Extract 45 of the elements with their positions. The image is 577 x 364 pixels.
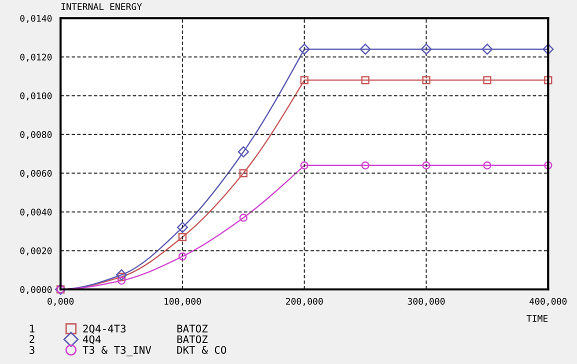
point	[178, 252, 187, 261]
point	[544, 76, 552, 84]
y-tick-label: 0,0040	[20, 208, 52, 217]
point	[361, 161, 370, 170]
point	[239, 169, 248, 178]
point	[483, 161, 492, 170]
point	[422, 161, 430, 170]
legend-label: 4Q4 BATOZ	[82, 335, 208, 344]
x-tick-label: 100,000	[164, 298, 201, 306]
y-tick-label: 0,0120	[20, 54, 52, 62]
y-tick-label: 0,0000	[20, 286, 52, 294]
point	[300, 76, 308, 84]
point	[483, 76, 492, 84]
text: 1	[30, 324, 34, 332]
x-tick-label: 200,000	[286, 298, 323, 306]
chart-title: INTERNAL ENERGY	[61, 3, 142, 10]
point	[420, 44, 432, 55]
y-tick-label: 0,0140	[20, 14, 52, 23]
legend-label: T3 & T3_INV DKT & CO	[82, 346, 226, 356]
x-tick-label: 300,000	[408, 298, 445, 306]
point	[482, 44, 493, 55]
text: 3	[30, 346, 34, 354]
point	[178, 232, 187, 242]
point	[544, 161, 552, 170]
y-tick-label: 0,0100	[20, 92, 52, 100]
point	[238, 146, 249, 158]
x-axis-title: TIME	[526, 315, 548, 322]
point	[361, 76, 370, 84]
point	[239, 214, 248, 222]
point	[117, 272, 126, 281]
legend-label: 2Q4-4T3 BATOZ	[83, 324, 208, 334]
y-tick-label: 0,0060	[20, 170, 52, 178]
y-tick-label: 0,0080	[20, 131, 52, 140]
y-tick-label: 0,0020	[20, 247, 52, 256]
point	[298, 44, 310, 55]
point	[117, 276, 126, 285]
point	[422, 76, 430, 84]
point	[360, 44, 371, 55]
point	[176, 222, 188, 233]
point	[116, 269, 128, 280]
x-tick-label: 0,000	[48, 298, 74, 306]
x-tick-label: 400,000	[530, 298, 567, 306]
text: 2	[30, 335, 34, 343]
point	[300, 161, 308, 170]
point	[542, 44, 554, 55]
